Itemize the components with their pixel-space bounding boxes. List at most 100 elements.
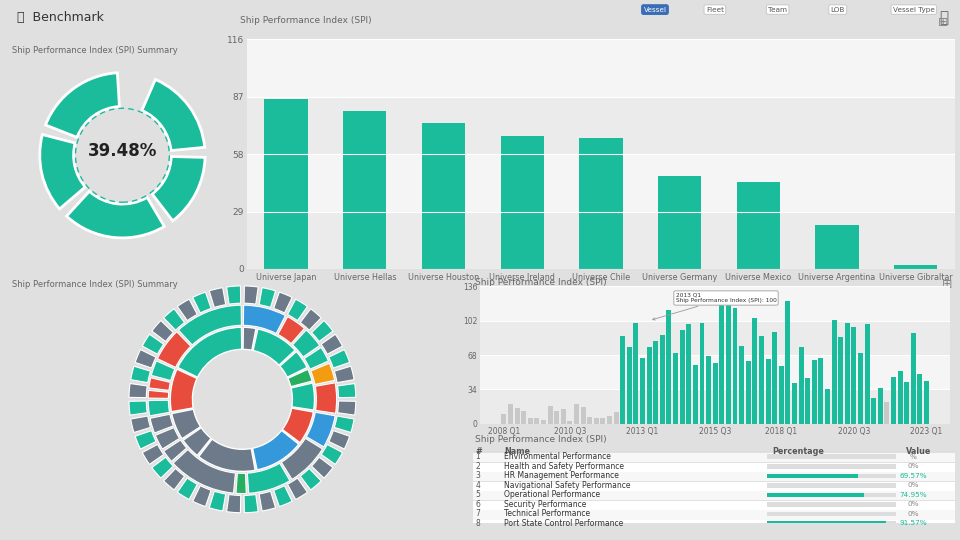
Wedge shape: [157, 332, 191, 367]
Bar: [647, 347, 652, 424]
Bar: [480, 286, 950, 321]
Text: Percentage: Percentage: [772, 448, 824, 456]
Bar: [736, 182, 780, 269]
Text: Port State Control Performance: Port State Control Performance: [504, 519, 624, 528]
Bar: [535, 418, 540, 424]
FancyBboxPatch shape: [767, 474, 897, 478]
Bar: [739, 346, 744, 424]
Wedge shape: [312, 457, 333, 478]
Wedge shape: [328, 349, 349, 368]
Text: 0%: 0%: [907, 482, 919, 488]
Bar: [654, 341, 659, 424]
Wedge shape: [152, 157, 205, 221]
Bar: [693, 365, 698, 424]
Bar: [680, 330, 684, 424]
Wedge shape: [252, 430, 299, 470]
Bar: [343, 111, 387, 269]
Bar: [785, 301, 790, 424]
Bar: [759, 336, 764, 424]
Wedge shape: [209, 491, 226, 511]
Bar: [421, 123, 466, 269]
Bar: [792, 383, 797, 424]
Wedge shape: [173, 449, 235, 493]
Wedge shape: [193, 485, 211, 507]
Wedge shape: [148, 390, 169, 399]
Bar: [561, 409, 565, 424]
Wedge shape: [142, 334, 163, 354]
Wedge shape: [152, 361, 175, 381]
Text: 6: 6: [475, 500, 480, 509]
Wedge shape: [304, 348, 328, 369]
Wedge shape: [236, 473, 247, 494]
Text: 7: 7: [475, 509, 480, 518]
Bar: [884, 402, 889, 424]
Bar: [924, 381, 929, 424]
Text: 69.57%: 69.57%: [900, 472, 927, 478]
Wedge shape: [243, 327, 256, 350]
Bar: [500, 137, 544, 269]
Text: 2013 Q1
Ship Performance Index (SPI): 100: 2013 Q1 Ship Performance Index (SPI): 10…: [653, 293, 777, 320]
Wedge shape: [279, 352, 307, 377]
Bar: [872, 398, 876, 424]
Bar: [838, 338, 843, 424]
Bar: [634, 323, 638, 424]
FancyBboxPatch shape: [473, 472, 954, 482]
Bar: [480, 321, 950, 355]
Wedge shape: [199, 439, 255, 471]
Bar: [588, 417, 592, 424]
Bar: [858, 353, 863, 424]
Bar: [660, 334, 665, 424]
Wedge shape: [129, 383, 147, 397]
Bar: [581, 407, 586, 424]
Wedge shape: [172, 409, 201, 438]
FancyBboxPatch shape: [473, 482, 954, 491]
Bar: [852, 327, 856, 424]
Bar: [825, 389, 830, 424]
Wedge shape: [156, 428, 180, 449]
Wedge shape: [291, 383, 315, 410]
Text: 39.48%: 39.48%: [87, 141, 157, 159]
Bar: [579, 138, 623, 269]
Wedge shape: [315, 383, 337, 413]
Text: 74.95%: 74.95%: [900, 492, 927, 498]
Wedge shape: [66, 191, 164, 238]
Wedge shape: [45, 73, 119, 137]
Wedge shape: [248, 463, 290, 494]
Bar: [911, 333, 916, 424]
Text: ⤢: ⤢: [939, 10, 948, 25]
Wedge shape: [163, 309, 184, 330]
Bar: [547, 406, 553, 424]
Bar: [508, 404, 513, 424]
FancyBboxPatch shape: [767, 521, 897, 526]
Text: Vessel: Vessel: [643, 6, 666, 12]
Bar: [779, 366, 783, 424]
Bar: [574, 404, 579, 424]
Wedge shape: [135, 349, 156, 368]
Wedge shape: [163, 469, 184, 490]
Wedge shape: [227, 495, 241, 513]
Wedge shape: [170, 369, 197, 411]
Wedge shape: [312, 321, 333, 341]
Wedge shape: [135, 430, 156, 449]
Text: HR Management Performance: HR Management Performance: [504, 471, 619, 480]
Wedge shape: [281, 438, 323, 480]
Wedge shape: [164, 440, 186, 461]
FancyBboxPatch shape: [767, 492, 897, 497]
Wedge shape: [178, 299, 197, 321]
Text: Technical Performance: Technical Performance: [504, 509, 590, 518]
Wedge shape: [244, 495, 258, 513]
Bar: [666, 310, 671, 424]
Bar: [815, 225, 859, 269]
Text: Navigational Safety Performance: Navigational Safety Performance: [504, 481, 631, 490]
Bar: [613, 412, 618, 424]
Bar: [541, 420, 546, 424]
Bar: [904, 382, 909, 424]
Wedge shape: [39, 134, 85, 209]
Bar: [607, 416, 612, 424]
Bar: [753, 318, 757, 424]
Bar: [627, 347, 632, 424]
Wedge shape: [227, 286, 241, 304]
Text: Name: Name: [504, 448, 531, 456]
Wedge shape: [142, 79, 204, 151]
Wedge shape: [328, 430, 349, 449]
